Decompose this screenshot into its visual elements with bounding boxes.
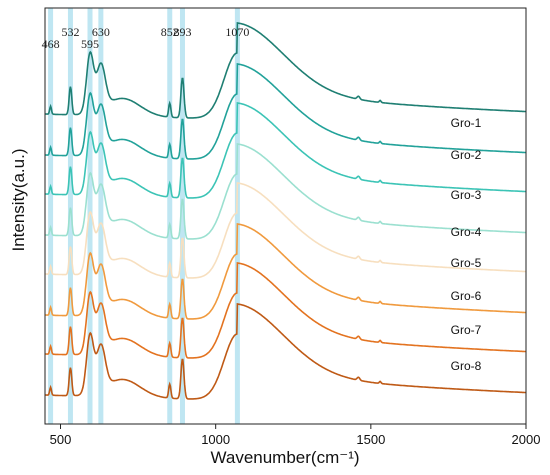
series-label-gro-1: Gro-1 — [451, 116, 482, 130]
peak-band-595 — [87, 8, 93, 424]
y-axis-title: Intensity(a.u.) — [9, 149, 28, 252]
peak-band-893 — [179, 8, 185, 424]
peak-label-595: 595 — [81, 37, 99, 51]
series-line-gro-8 — [45, 303, 526, 400]
x-tick-label-1500: 1500 — [356, 432, 385, 447]
series-line-gro-5 — [45, 182, 526, 279]
peak-band-532 — [67, 8, 73, 424]
peak-band-468 — [48, 8, 54, 424]
series-label-gro-8: Gro-8 — [451, 359, 482, 373]
spectra-lines — [45, 22, 526, 400]
series-label-gro-3: Gro-3 — [451, 188, 482, 202]
series-line-gro-4 — [45, 143, 526, 240]
x-tick-label-2000: 2000 — [512, 432, 541, 447]
series-line-gro-6 — [45, 223, 526, 320]
series-label-gro-4: Gro-4 — [451, 225, 482, 239]
x-axis-title: Wavenumber(cm⁻¹) — [210, 448, 359, 467]
plot-frame — [44, 7, 527, 425]
peak-band-1070 — [234, 8, 240, 424]
axes — [44, 7, 527, 429]
peak-label-532: 532 — [61, 25, 79, 39]
peak-band-630 — [98, 8, 104, 424]
x-tick-label-1000: 1000 — [201, 432, 230, 447]
series-line-gro-7 — [45, 262, 526, 359]
peak-label-1070: 1070 — [225, 25, 249, 39]
peak-label-630: 630 — [92, 25, 110, 39]
peak-band-852 — [167, 8, 173, 424]
series-label-gro-7: Gro-7 — [451, 323, 482, 337]
series-line-gro-1 — [45, 22, 526, 119]
series-label-gro-5: Gro-5 — [451, 256, 482, 270]
series-line-gro-2 — [45, 63, 526, 160]
peak-bands — [48, 8, 240, 424]
peak-label-852: 852 — [161, 25, 179, 39]
series-label-gro-6: Gro-6 — [451, 289, 482, 303]
peak-label-893: 893 — [173, 25, 191, 39]
series-label-gro-2: Gro-2 — [451, 148, 482, 162]
peak-label-468: 468 — [42, 37, 60, 51]
x-tick-label-500: 500 — [50, 432, 72, 447]
series-line-gro-3 — [45, 102, 526, 199]
